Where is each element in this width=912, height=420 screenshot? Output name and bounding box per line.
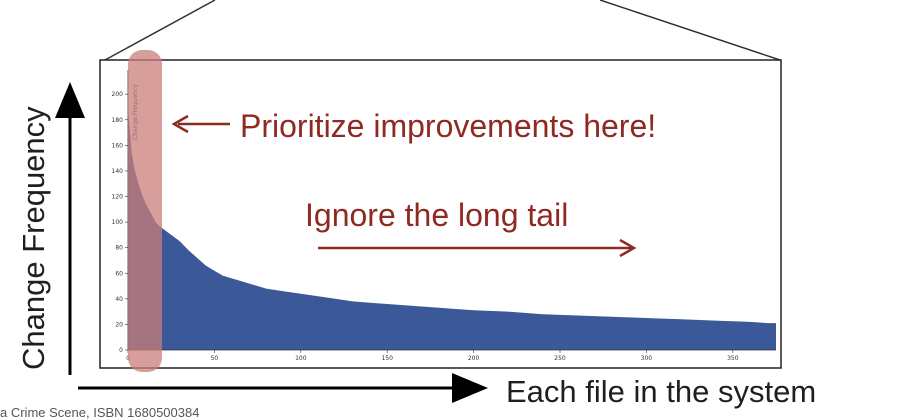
y-tick-label: 100	[112, 219, 124, 226]
x-tick-label: 50	[211, 355, 219, 362]
series-area	[128, 107, 776, 350]
prioritize-arrow-head	[171, 114, 189, 134]
prioritize-text: Prioritize improvements here!	[240, 108, 656, 144]
long-tail-annotation: Ignore the long tail	[305, 197, 637, 258]
y-axis-label: Change Frequency	[16, 106, 51, 370]
prioritize-annotation: Prioritize improvements here!	[171, 108, 656, 144]
x-axis-label: Each file in the system	[506, 374, 816, 409]
x-tick-label: 350	[727, 355, 739, 362]
x-tick-label: 200	[468, 355, 480, 362]
y-tick-label: 200	[112, 91, 124, 98]
y-tick-label: 140	[112, 168, 124, 175]
footer-citation: a Crime Scene, ISBN 1680500384	[0, 405, 200, 420]
y-tick-label: 80	[115, 245, 123, 252]
y-tick-label: 160	[112, 142, 124, 149]
x-tick-label: 150	[381, 355, 393, 362]
zoom-line-right	[599, 0, 781, 61]
y-tick-label: 60	[115, 270, 123, 277]
y-tick-label: 0	[119, 347, 123, 354]
y-tick-label: 120	[112, 194, 124, 201]
x-tick-label: 300	[641, 355, 653, 362]
long-tail-arrow-head	[619, 238, 637, 258]
x-tick-label: 250	[554, 355, 566, 362]
hotspot-highlight	[128, 50, 162, 372]
y-tick-label: 40	[115, 296, 123, 303]
y-tick-label: 20	[115, 321, 123, 328]
long-tail-text: Ignore the long tail	[305, 197, 568, 233]
x-tick-label: 100	[295, 355, 307, 362]
zoom-line-left	[104, 0, 216, 61]
y-tick-label: 180	[112, 117, 124, 124]
